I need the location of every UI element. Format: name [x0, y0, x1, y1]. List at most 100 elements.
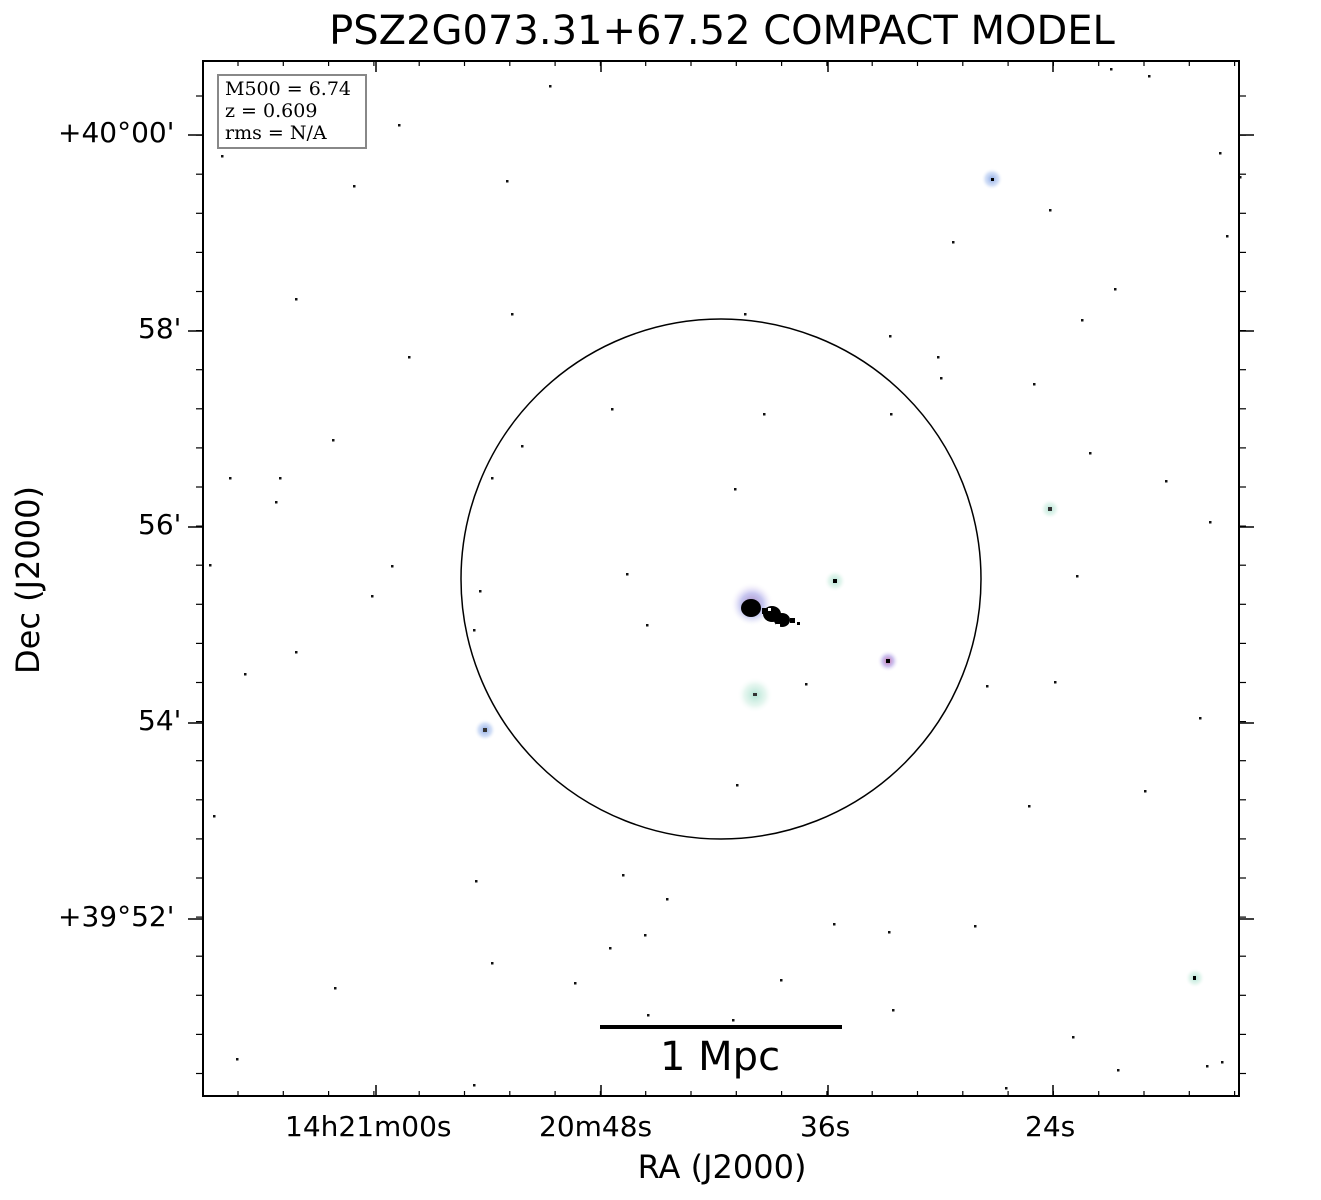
point-source	[1148, 75, 1151, 78]
point-source	[888, 931, 891, 934]
point-source	[275, 501, 278, 504]
point-source	[626, 573, 629, 576]
point-source	[892, 1009, 895, 1012]
point-sources	[209, 68, 1242, 1090]
point-source	[1206, 1065, 1209, 1068]
point-source	[611, 408, 614, 411]
legend-rms: rms = N/A	[225, 122, 327, 144]
y-tick-label: +39°52'	[58, 900, 175, 933]
point-source	[1226, 235, 1229, 238]
point-source	[221, 155, 224, 158]
source-core	[833, 579, 837, 583]
source-core	[991, 178, 994, 181]
point-source	[734, 488, 737, 491]
point-source	[780, 979, 783, 982]
point-source	[890, 413, 893, 416]
point-source	[622, 874, 625, 877]
point-source	[646, 624, 649, 627]
point-source	[666, 898, 669, 901]
point-source	[229, 477, 232, 480]
point-source	[1072, 1036, 1075, 1039]
point-source	[511, 313, 514, 316]
point-source	[491, 477, 494, 480]
point-source	[986, 685, 989, 688]
point-source	[1114, 288, 1117, 291]
point-source	[763, 413, 766, 416]
point-source	[473, 1084, 476, 1087]
point-source	[1028, 805, 1031, 808]
point-source	[279, 477, 282, 480]
point-source	[334, 987, 337, 990]
point-source	[647, 1014, 650, 1017]
x-tick-label: 14h21m00s	[285, 1110, 452, 1143]
point-source	[479, 590, 482, 593]
point-source	[1221, 1061, 1224, 1064]
point-source	[889, 335, 892, 338]
point-source	[1089, 452, 1092, 455]
x-tick-label: 20m48s	[539, 1110, 653, 1143]
cluster-core	[741, 599, 761, 617]
legend-redshift: z = 0.609	[225, 100, 318, 122]
point-source	[1076, 575, 1079, 578]
y-tick-label: 54'	[138, 704, 182, 737]
point-source	[521, 445, 524, 448]
x-axis-title: RA (J2000)	[637, 1148, 807, 1186]
point-source	[1110, 68, 1113, 71]
point-source	[1054, 681, 1057, 684]
point-source	[213, 815, 216, 818]
plot-frame	[202, 60, 1240, 1097]
plot-title: PSZ2G073.31+67.52 COMPACT MODEL	[329, 8, 1115, 54]
point-source	[1199, 717, 1202, 720]
point-source	[937, 356, 940, 359]
x-tick-label: 24s	[1025, 1110, 1076, 1143]
point-source	[371, 595, 374, 598]
point-source	[295, 651, 298, 654]
r500-circle	[460, 318, 982, 840]
cluster-core	[774, 613, 790, 627]
point-source	[391, 565, 394, 568]
point-source	[1219, 152, 1222, 155]
point-source	[1239, 176, 1242, 179]
point-source	[1005, 1087, 1008, 1090]
scale-bar-label: 1 Mpc	[660, 1034, 781, 1080]
point-source	[506, 180, 509, 183]
point-source	[644, 934, 647, 937]
point-source	[236, 1058, 239, 1061]
x-tick-label: 36s	[800, 1110, 851, 1143]
source-core	[753, 693, 757, 696]
y-tick-label: 58'	[138, 312, 182, 345]
point-source	[475, 880, 478, 883]
point-source	[1049, 209, 1052, 212]
point-source	[295, 298, 298, 301]
point-source	[736, 784, 739, 787]
point-source	[244, 673, 247, 676]
point-source	[408, 356, 411, 359]
point-source	[1165, 480, 1168, 483]
point-source	[805, 683, 808, 686]
point-source	[473, 629, 476, 632]
legend-mass: M500 = 6.74	[225, 78, 352, 100]
point-source	[209, 564, 212, 567]
point-source	[744, 313, 747, 316]
source-core	[886, 659, 890, 663]
y-tick-label: 56'	[138, 508, 182, 541]
info-legend: M500 = 6.74 z = 0.609 rms = N/A	[217, 74, 367, 149]
point-source	[549, 85, 552, 88]
point-source	[974, 925, 977, 928]
source-core	[1048, 507, 1052, 511]
point-source	[574, 982, 577, 985]
y-axis-title: Dec (J2000)	[9, 486, 47, 674]
point-source	[952, 241, 955, 244]
source-core	[1193, 976, 1196, 980]
point-source	[833, 923, 836, 926]
point-source	[940, 377, 943, 380]
point-source	[1209, 521, 1212, 524]
point-source	[609, 947, 612, 950]
source-core	[483, 728, 487, 732]
point-source	[1033, 383, 1036, 386]
point-source	[398, 124, 401, 127]
point-source	[353, 185, 356, 188]
bright-sources	[474, 168, 1205, 988]
point-source	[1144, 790, 1147, 793]
